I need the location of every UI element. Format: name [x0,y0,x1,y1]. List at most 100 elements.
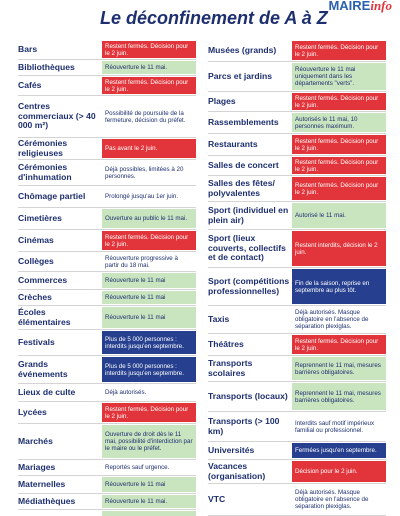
row-label: Transports scolaires [208,358,253,378]
status: Réouverture le 11 mai. [102,61,196,74]
row-label: Musées (grands) [208,44,277,55]
status: Décision pour le 2 juin. [292,461,386,482]
status: Réouverture le 11 mai uniquement dans le… [292,63,386,90]
status: Restent fermés. Décision pour le 2 juin. [292,135,386,154]
row-label: Vacances (organisation) [208,461,266,481]
status: Réouverture le 11 mai [102,273,196,288]
row: Festivals Plus de 5 000 personnes : inter… [18,330,196,356]
row: Musées (grands) Restent fermés. Décision … [208,40,386,62]
row-label: Bibliothèques [18,61,75,72]
row: Cimetières Ouverture au public le 11 mai. [18,208,196,230]
status: Réouverture le 11 mai [102,291,196,304]
row: Sport (individuel en plein air) Autorisé … [208,202,386,230]
row: Transports (> 100 km) Interdits sauf moti… [208,412,386,442]
logo: MAIREinfo [328,0,392,14]
status: Pas avant le 2 juin. [102,139,196,158]
status: Restent fermés. Décision pour le 2 juin. [102,41,196,58]
status: Restent interdits, décision le 2 juin. [292,231,386,266]
row: Musées (petits)Réouverture le 11 mai. [18,510,196,516]
row-label: Sport (individuel en plein air) [208,205,289,225]
status: Déjà autorisés. [102,385,196,400]
row-label: Restaurants [208,138,258,149]
row: Salles de concert Restent fermés. Décisio… [208,156,386,176]
status: Déjà possibles, limitées à 20 personnes. [102,161,196,184]
row: Grands événements Plus de 5 000 personnes… [18,356,196,384]
row-label: Musées (petits) [18,510,102,516]
row-label: Transports (> 100 km) [208,416,280,436]
row: Cinémas Restent fermés. Décision pour le … [18,230,196,252]
row: Lycées Restent fermés. Décision pour le 2… [18,402,196,424]
logo-main: MAIRE [328,0,371,13]
row-label: Commerces [18,274,68,285]
row-label: VTC [208,493,226,504]
row: Bars Restent fermés. Décision pour le 2 j… [18,40,196,60]
row-label: Chômage partiel [18,190,86,201]
row-label: Salles des fêtes/ polyvalentes [208,178,275,198]
row-label: Collèges [18,255,54,266]
row: Crèches Réouverture le 11 mai [18,290,196,306]
status: Restent fermés. Décision pour le 2 juin. [102,77,196,94]
status: Restent fermés. Décision pour le 2 juin. [292,335,386,354]
row-label: Cérémonies d'inhumation [18,162,72,182]
status: Réouverture le 11 mai. [102,511,196,516]
row: Bibliothèques Réouverture le 11 mai. [18,60,196,76]
row: Centres commerciaux (> 40 000 m²) Possibi… [18,96,196,138]
row-label: Salles de concert [208,159,279,170]
row-label: Cérémonies religieuses [18,138,68,158]
row: Sport (compétitions professionnelles) Fin… [208,268,386,306]
row-label: Cafés [18,79,42,90]
status: Restent fermés. Décision pour le 2 juin. [292,93,386,110]
row: Universités Fermées jusqu'en septembre. [208,442,386,460]
column: Bars Restent fermés. Décision pour le 2 j… [18,40,196,516]
status: Possibilité de poursuite de la fermeture… [102,97,196,136]
row-label: Cinémas [18,234,54,245]
row: Écoles élémentaires Réouverture le 11 mai [18,306,196,330]
row: Maternelles Réouverture le 11 mai [18,476,196,494]
row: Cérémonies religieuses Pas avant le 2 jui… [18,138,196,160]
row-label: Rassemblements [208,116,279,127]
status: Fin de la saison, reprise en septembre a… [292,269,386,304]
row: Cafés Restent fermés. Décision pour le 2 … [18,76,196,96]
status: Ouverture au public le 11 mai. [102,209,196,228]
column: Musées (grands) Restent fermés. Décision … [208,40,386,516]
logo-accent: info [370,0,392,13]
status: Restent fermés. Décision pour le 2 juin. [292,177,386,200]
row-label: Médiathèques [18,495,76,506]
row-label: Sport (compétitions professionnelles) [208,276,290,296]
row: Rassemblements Autorisés le 11 mai, 10 pe… [208,112,386,134]
status: Reprennent le 11 mai, mesures barrières … [292,383,386,410]
row-label: Maternelles [18,478,66,489]
row-label: Universités [208,444,255,455]
status: Prolongé jusqu'au 1er juin. [102,187,196,206]
row-label: Centres commerciaux (> 40 000 m²) [18,101,96,131]
status: Restent fermés. Décision pour le 2 juin. [102,403,196,422]
row: Restaurants Restent fermés. Décision pour… [208,134,386,156]
status: Restent fermés. Décision pour le 2 juin. [102,231,196,250]
status: Plus de 5 000 personnes : interdits jusq… [102,357,196,382]
row-label: Marchés [18,435,53,446]
row-label: Cimetières [18,212,62,223]
row-label: Festivals [18,336,55,347]
row: Mariages Reportés sauf urgence. [18,460,196,476]
row-label: Parcs et jardins [208,70,273,81]
status: Déjà autorisés. Masque obligatoire en l'… [292,485,386,514]
row: Cérémonies d'inhumation Déjà possibles, l… [18,160,196,186]
row-label: Lycées [18,406,47,417]
row-label: Bars [18,43,38,54]
row-label: Lieux de culte [18,386,76,397]
row: Taxis Déjà autorisés. Masque obligatoire … [208,306,386,334]
row: VTC Déjà autorisés. Masque obligatoire en… [208,484,386,516]
row: Marchés Ouverture de droit dès le 11 mai,… [18,424,196,460]
row-label: Théâtres [208,338,244,349]
row-label: Taxis [208,313,230,324]
status: Réouverture le 11 mai. [102,495,196,508]
status: Restent fermés. Décision pour le 2 juin. [292,157,386,174]
status: Autorisés le 11 mai, 10 personnes maximu… [292,113,386,132]
title: Le déconfinement de A à Z [100,8,328,28]
status: Autorisé le 11 mai. [292,203,386,228]
status: Reportés sauf urgence. [102,461,196,474]
status: Interdits sauf motif impérieux familial … [292,413,386,440]
status: Restent fermés. Décision pour le 2 juin. [292,41,386,60]
row-label: Sport (lieux couverts, collectifs et de … [208,233,286,263]
